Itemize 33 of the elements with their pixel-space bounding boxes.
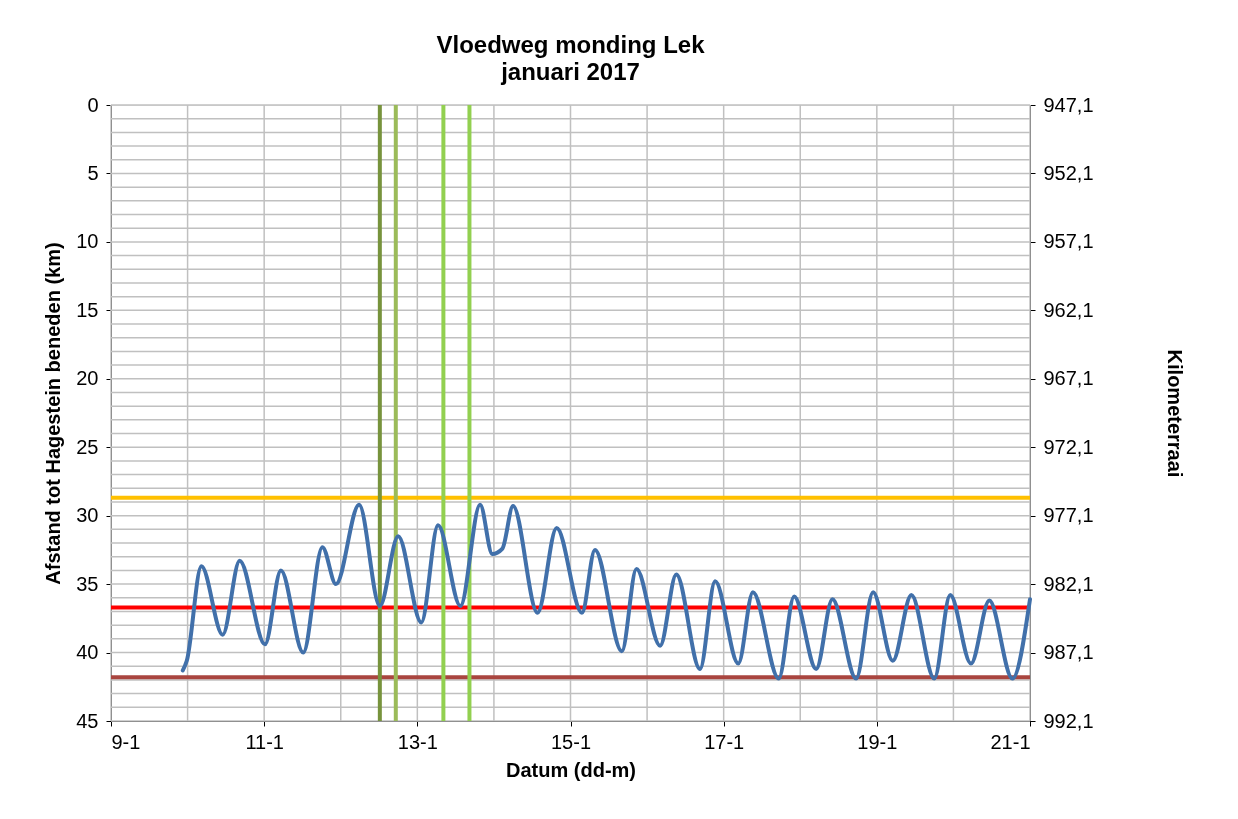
y2-tick-label: 962,1	[1043, 298, 1094, 321]
y2-tick-label: 957,1	[1043, 230, 1094, 253]
y2-tick-label: 947,1	[1043, 93, 1094, 116]
y-tick-label: 10	[76, 230, 99, 253]
line-series	[180, 502, 1032, 681]
x-tick-label: 13-1	[397, 730, 438, 753]
x-tick-label: 11-1	[245, 730, 284, 753]
y2-tick-label: 982,1	[1043, 572, 1094, 595]
x-axis-title: Datum (dd-m)	[506, 758, 636, 781]
y-tick-label: 35	[76, 572, 99, 595]
y2-tick-label: 987,1	[1043, 641, 1094, 664]
y-tick-label: 15	[76, 298, 99, 321]
x-tick-label: 21-1	[990, 730, 1031, 753]
y-tick-label: 5	[87, 161, 99, 184]
x-tick-label: 15-1	[550, 730, 592, 753]
chart-title: Vloedweg monding Lek	[436, 31, 706, 58]
y-tick-label: 20	[76, 367, 99, 390]
y-tick-label: 25	[76, 435, 99, 458]
y-axis-title: Afstand tot Hagestein beneden (km)	[42, 242, 65, 585]
y2-tick-label: 977,1	[1043, 504, 1094, 527]
y-tick-label: 30	[76, 504, 99, 527]
chart-subtitle: januari 2017	[500, 58, 640, 85]
y-tick-label: 45	[76, 709, 99, 732]
y-tick-label: 40	[76, 641, 99, 664]
y2-tick-label: 967,1	[1043, 367, 1094, 390]
y2-tick-label: 992,1	[1043, 709, 1094, 732]
y2-tick-label: 952,1	[1043, 161, 1094, 184]
x-tick-label: 17-1	[704, 730, 745, 753]
y2-axis-title: Kilometerraai	[1163, 349, 1186, 478]
y-tick-label: 0	[87, 93, 99, 116]
y2-tick-label: 972,1	[1043, 435, 1094, 458]
x-tick-label: 9-1	[111, 730, 141, 753]
x-tick-label: 19-1	[857, 730, 898, 753]
